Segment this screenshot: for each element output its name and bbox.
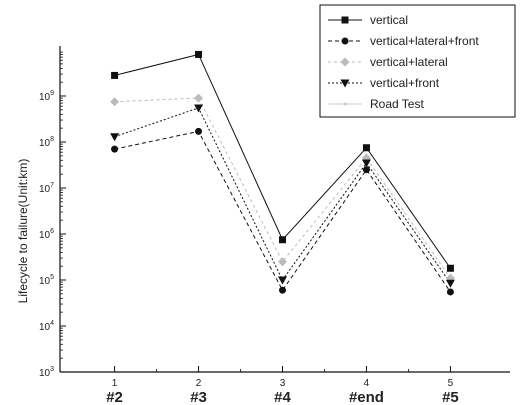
- point-marker-square: [446, 264, 454, 272]
- point-marker-diamond: [194, 93, 204, 103]
- point-marker-circle: [341, 37, 349, 45]
- legend-label: Road Test: [370, 97, 424, 111]
- x-tick-number: 2: [196, 378, 202, 389]
- x-category-label: #end: [349, 389, 384, 405]
- y-tick-label: 104: [39, 320, 54, 333]
- point-marker-square: [341, 16, 349, 24]
- point-marker-dot: [343, 102, 347, 106]
- point-marker-circle: [111, 145, 119, 153]
- x-tick-number: 4: [364, 378, 370, 389]
- point-marker-square: [279, 236, 286, 244]
- point-marker-diamond: [110, 97, 120, 107]
- point-marker-diamond: [340, 57, 350, 67]
- y-tick-label: 107: [39, 182, 54, 195]
- y-axis-label: Lifecycle to failure(Unit:km): [16, 159, 30, 304]
- x-category-label: #3: [190, 389, 207, 405]
- point-marker-triangle: [361, 159, 371, 168]
- x-tick-number: 1: [112, 378, 118, 389]
- point-marker-circle: [446, 288, 454, 296]
- y-tick-label: 106: [39, 228, 54, 241]
- point-marker-triangle: [194, 104, 204, 113]
- x-tick-number: 3: [280, 378, 286, 389]
- y-tick-label: 109: [39, 90, 54, 103]
- legend-label: vertical+lateral: [370, 55, 448, 69]
- series-markers: [110, 50, 455, 296]
- x-category-label: #4: [274, 389, 291, 405]
- x-category-label: #2: [106, 389, 123, 405]
- legend: vertical vertical+lateral+front vertical+l…: [319, 4, 516, 118]
- point-marker-triangle: [110, 133, 120, 142]
- point-marker-square: [195, 50, 203, 58]
- point-marker-square: [362, 144, 370, 152]
- x-tick-number: 5: [448, 378, 454, 389]
- point-marker-circle: [195, 127, 203, 135]
- series-line: [114, 97, 451, 279]
- point-marker-square: [111, 71, 119, 79]
- y-axis-ticks: 103 104 105 106 107 108 109: [39, 51, 66, 379]
- x-axis-ticks: 1#2 2#3 3#4 4#end 5#5: [106, 366, 459, 405]
- x-category-label: #5: [442, 389, 459, 405]
- y-tick-label: 105: [39, 274, 54, 287]
- point-marker-triangle: [340, 79, 350, 88]
- point-marker-circle: [279, 286, 286, 294]
- legend-label: vertical+front: [370, 76, 440, 90]
- point-marker-circle: [362, 166, 370, 174]
- y-tick-label: 103: [39, 366, 54, 379]
- point-marker-triangle: [278, 276, 287, 285]
- point-marker-triangle: [445, 279, 455, 288]
- legend-label: vertical+lateral+front: [370, 34, 479, 48]
- series-line: [114, 130, 451, 293]
- legend-box: [319, 4, 516, 118]
- legend-label: vertical: [370, 13, 408, 27]
- y-tick-label: 108: [39, 136, 54, 149]
- point-marker-diamond: [278, 257, 287, 267]
